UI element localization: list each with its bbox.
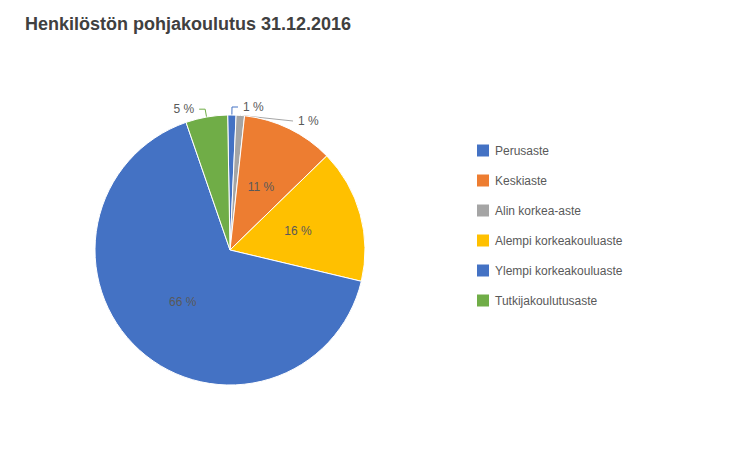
svg-text:16 %: 16 % bbox=[284, 224, 312, 238]
svg-text:1 %: 1 % bbox=[243, 100, 264, 114]
svg-text:Keskiaste: Keskiaste bbox=[495, 174, 547, 188]
svg-text:Alempi korkeakouluaste: Alempi korkeakouluaste bbox=[495, 234, 623, 248]
svg-text:Tutkijakoulutusaste: Tutkijakoulutusaste bbox=[495, 294, 598, 308]
svg-text:1 %: 1 % bbox=[298, 114, 319, 128]
svg-text:Henkilöstön pohjakoulutus 31.1: Henkilöstön pohjakoulutus 31.12.2016 bbox=[25, 14, 351, 34]
svg-text:5 %: 5 % bbox=[173, 102, 194, 116]
svg-text:Alin korkea-aste: Alin korkea-aste bbox=[495, 204, 581, 218]
svg-text:11 %: 11 % bbox=[248, 180, 275, 194]
svg-text:66 %: 66 % bbox=[169, 295, 197, 309]
svg-text:Ylempi korkeakouluaste: Ylempi korkeakouluaste bbox=[495, 264, 623, 278]
svg-text:Perusaste: Perusaste bbox=[495, 144, 549, 158]
